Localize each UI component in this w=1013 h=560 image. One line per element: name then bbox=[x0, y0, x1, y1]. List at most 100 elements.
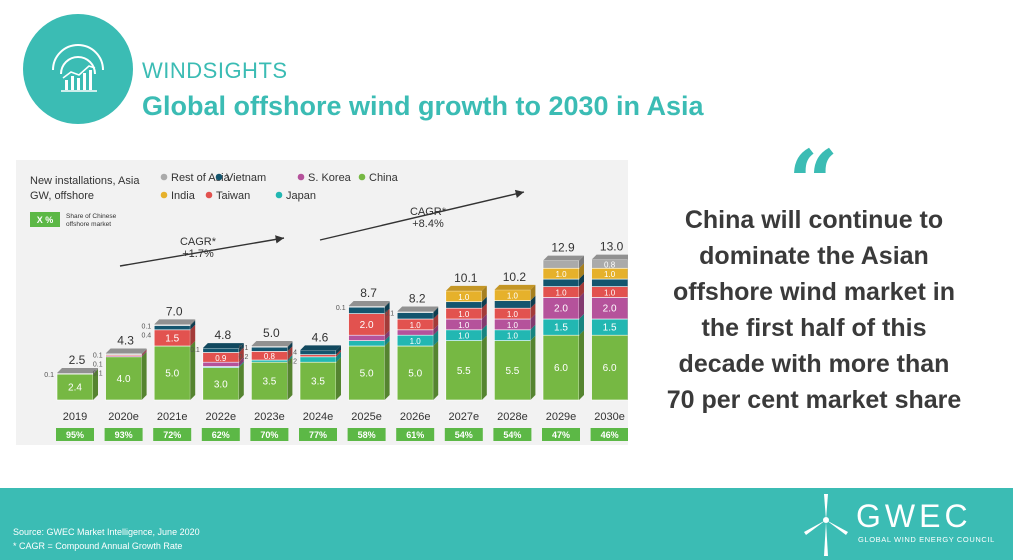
share-badge-text: 77% bbox=[309, 430, 327, 440]
bar-segment bbox=[105, 356, 142, 401]
segment-label: 1.5 bbox=[603, 323, 617, 334]
segment-label: 2.0 bbox=[603, 304, 617, 315]
bar-top-face bbox=[445, 285, 487, 291]
bar-segment bbox=[251, 345, 288, 348]
bar-segment-side bbox=[141, 351, 147, 400]
cagr-footnote: * CAGR = Compound Annual Growth Rate bbox=[13, 541, 183, 551]
legend-marker bbox=[358, 173, 366, 181]
bar-segment bbox=[105, 353, 142, 355]
bar-total-label: 4.8 bbox=[214, 328, 231, 342]
bar-segment-side bbox=[384, 330, 390, 341]
segment-label: 2.0 bbox=[360, 320, 374, 331]
bar-segment-side bbox=[190, 324, 196, 346]
bar-total-label: 10.2 bbox=[503, 270, 527, 284]
legend-marker bbox=[275, 191, 283, 199]
bar-total-label: 10.1 bbox=[454, 271, 478, 285]
bar-segment-side bbox=[93, 368, 98, 375]
segment-label: 0.8 bbox=[264, 352, 276, 361]
bar-segment-side bbox=[238, 343, 244, 353]
bar-segment-side bbox=[384, 301, 390, 308]
category-label: 2026e bbox=[400, 411, 431, 423]
segment-label: 5.5 bbox=[505, 366, 519, 377]
bar-segment bbox=[445, 340, 483, 401]
bar-segment-side bbox=[481, 335, 487, 400]
segment-label: 1.0 bbox=[458, 310, 470, 319]
bar-segment bbox=[396, 312, 434, 320]
category-label: 2024e bbox=[303, 411, 334, 423]
category-label: 2022e bbox=[206, 411, 237, 423]
segment-label: 5.0 bbox=[360, 369, 374, 380]
quote-line: China will continue to bbox=[684, 206, 944, 234]
bar-total-label: 12.9 bbox=[551, 241, 575, 255]
bar-top-face bbox=[494, 284, 536, 290]
bar-segment bbox=[348, 334, 385, 341]
bar-segment-side bbox=[433, 314, 439, 330]
bar-segment-side bbox=[287, 342, 293, 352]
bar-segment-side bbox=[433, 306, 439, 313]
share-legend-badge-text: X % bbox=[37, 215, 54, 225]
bar-segment-side bbox=[433, 330, 439, 346]
bar-segment-side bbox=[579, 263, 584, 280]
small-segment-label: 0.1 bbox=[93, 353, 103, 360]
legend-label: India bbox=[171, 190, 196, 202]
bar-segment-side bbox=[238, 361, 244, 368]
bar-total-label: 8.2 bbox=[409, 291, 426, 305]
quote-line: decade with more than bbox=[678, 350, 950, 378]
segment-label: 3.0 bbox=[214, 379, 228, 390]
bar-segment bbox=[348, 305, 385, 308]
windsights-logo bbox=[23, 14, 133, 124]
cagr-value: +8.4% bbox=[412, 218, 444, 230]
small-segment-label: 0.1 bbox=[44, 372, 54, 379]
bar-segment-side bbox=[530, 324, 536, 341]
segment-label: 1.0 bbox=[507, 321, 519, 330]
bar-segment-side bbox=[481, 324, 487, 341]
gwec-logo-subtitle: GLOBAL WIND ENERGY COUNCIL bbox=[858, 535, 995, 544]
gwec-logo-word: GWEC bbox=[856, 498, 972, 534]
bar-top-face bbox=[202, 343, 244, 349]
quote-line: the first half of this bbox=[701, 314, 927, 342]
bar-segment bbox=[299, 356, 337, 363]
bar-segment bbox=[202, 347, 240, 353]
legend-label: Taiwan bbox=[216, 190, 250, 202]
bar-segment-side bbox=[579, 292, 584, 319]
segment-label: 1.0 bbox=[604, 270, 616, 279]
cagr-value: +1.7% bbox=[182, 248, 214, 260]
share-badge bbox=[201, 428, 240, 441]
bar-segment bbox=[348, 306, 385, 314]
bar-segment bbox=[542, 278, 580, 287]
bar-segment-side bbox=[579, 274, 584, 287]
bar-segment bbox=[299, 361, 337, 401]
share-badge-text: 46% bbox=[601, 430, 619, 440]
share-badge bbox=[299, 428, 337, 441]
share-badge-text: 70% bbox=[260, 430, 278, 440]
source-text: Source: GWEC Market Intelligence, June 2… bbox=[13, 527, 200, 537]
bar-segment-side bbox=[579, 330, 584, 400]
bar-segment-side bbox=[190, 319, 196, 326]
bar-segment bbox=[396, 345, 434, 401]
quote-line: 70 per cent market share bbox=[666, 386, 962, 414]
segment-label: 0.8 bbox=[604, 260, 616, 269]
cagr-label: CAGR* bbox=[410, 206, 447, 218]
bar-segment-side bbox=[336, 349, 341, 357]
bar-segment bbox=[153, 325, 191, 331]
category-label: 2029e bbox=[546, 411, 577, 423]
share-badge bbox=[444, 428, 483, 441]
category-label: 2021e bbox=[157, 411, 188, 423]
share-badge bbox=[250, 428, 289, 441]
bar-segment-side bbox=[336, 345, 341, 355]
legend-marker bbox=[160, 191, 168, 199]
bar-segment-side bbox=[579, 314, 584, 336]
segment-label: 5.0 bbox=[408, 369, 422, 380]
segment-label: 2.0 bbox=[554, 304, 568, 315]
share-badge bbox=[396, 428, 435, 441]
share-badge bbox=[590, 428, 628, 441]
share-badge-text: 61% bbox=[406, 430, 424, 440]
legend-label: China bbox=[369, 172, 399, 184]
category-label: 2019 bbox=[63, 411, 87, 423]
bar-segment-side bbox=[190, 320, 196, 330]
small-segment-label: 0.4 bbox=[141, 332, 151, 339]
bar-segment-side bbox=[579, 255, 584, 269]
segment-label: 1.0 bbox=[507, 292, 519, 301]
bar-total-label: 2.5 bbox=[69, 353, 86, 367]
quote-line: offshore wind market in bbox=[673, 278, 955, 306]
